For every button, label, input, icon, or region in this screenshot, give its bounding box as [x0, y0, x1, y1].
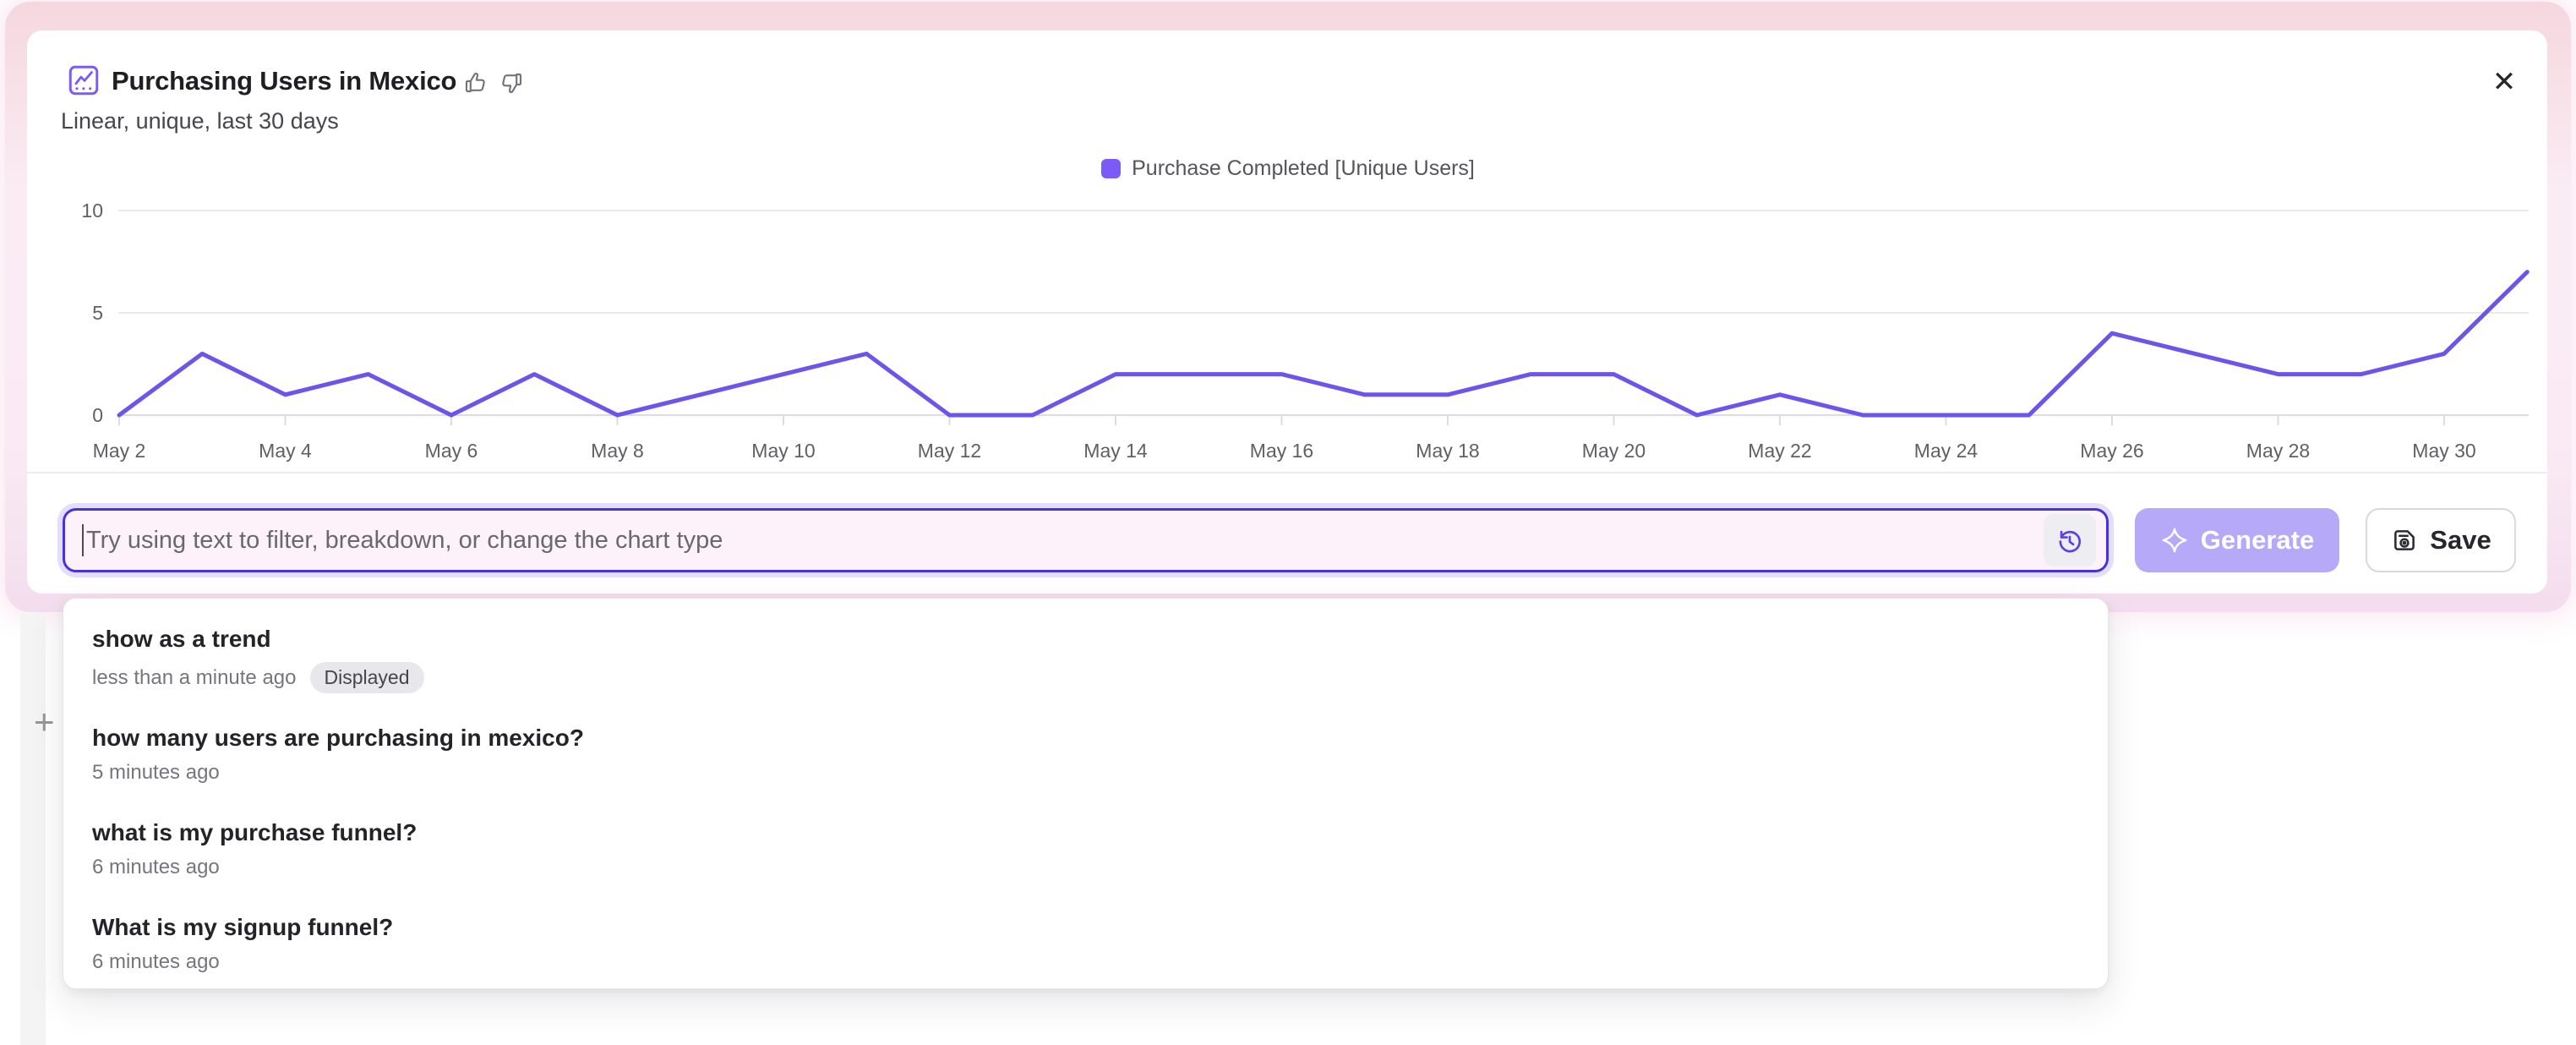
svg-text:May 28: May 28 — [2246, 440, 2310, 462]
background-plus-icon: + — [34, 702, 55, 741]
svg-text:May 16: May 16 — [1250, 440, 1313, 462]
history-item-query: show as a trend — [92, 626, 271, 652]
svg-text:10: 10 — [81, 200, 103, 222]
prompt-input[interactable]: Try using text to filter, breakdown, or … — [63, 508, 2109, 572]
svg-text:May 18: May 18 — [1416, 440, 1479, 462]
save-icon — [2390, 526, 2419, 555]
close-button[interactable]: ✕ — [2486, 64, 2522, 100]
history-item[interactable]: how many users are purchasing in mexico?… — [63, 707, 2108, 802]
legend-swatch — [1101, 159, 1122, 178]
history-item-meta: less than a minute ago Displayed — [92, 662, 2079, 693]
history-item-time: 5 minutes ago — [92, 760, 220, 784]
history-item-query: how many users are purchasing in mexico? — [92, 724, 584, 751]
svg-text:May 8: May 8 — [591, 440, 644, 462]
history-item[interactable]: What is my signup funnel? 6 minutes ago — [63, 896, 2108, 988]
card-divider — [27, 472, 2547, 473]
save-button[interactable]: Save — [2366, 508, 2516, 572]
history-item-meta: 6 minutes ago — [92, 856, 2079, 879]
history-item-meta: 6 minutes ago — [92, 950, 2079, 974]
insights-chart-icon — [66, 63, 101, 98]
legend-label: Purchase Completed [Unique Users] — [1132, 156, 1475, 180]
svg-text:May 14: May 14 — [1083, 440, 1148, 462]
line-chart: 0 5 10 May 2 May 4 May 6 May 8 May 10 May 12 May … — [81, 200, 2530, 462]
svg-text:May 12: May 12 — [918, 440, 981, 462]
svg-text:May 24: May 24 — [1914, 440, 1978, 462]
history-item-time: less than a minute ago — [92, 665, 297, 689]
history-button[interactable] — [2044, 514, 2096, 566]
svg-text:5: 5 — [92, 302, 103, 324]
text-cursor — [82, 524, 84, 556]
generate-button[interactable]: Generate — [2135, 508, 2339, 572]
generate-label: Generate — [2200, 525, 2315, 555]
svg-text:May 10: May 10 — [751, 440, 815, 462]
thumbs-up-button[interactable] — [461, 69, 488, 96]
svg-text:May 4: May 4 — [259, 440, 312, 462]
sparkle-icon — [2160, 526, 2189, 555]
history-item[interactable]: show as a trend less than a minute ago Dis… — [63, 612, 2108, 707]
card-subtitle: Linear, unique, last 30 days — [61, 108, 339, 134]
thumbs-down-button[interactable] — [499, 69, 526, 96]
history-item[interactable]: what is my purchase funnel? 6 minutes ago — [63, 802, 2108, 896]
history-item-query: What is my signup funnel? — [92, 913, 394, 940]
prompt-placeholder: Try using text to filter, breakdown, or … — [86, 526, 723, 554]
history-item-time: 6 minutes ago — [92, 949, 220, 973]
history-item-query: what is my purchase funnel? — [92, 818, 418, 845]
svg-text:0: 0 — [92, 404, 103, 426]
svg-text:May 2: May 2 — [93, 440, 146, 462]
history-item-status-badge: Displayed — [309, 662, 424, 693]
history-item-meta: 5 minutes ago — [92, 761, 2079, 785]
svg-text:May 22: May 22 — [1748, 440, 1811, 462]
svg-text:May 20: May 20 — [1582, 440, 1645, 462]
svg-text:May 6: May 6 — [425, 440, 478, 462]
save-label: Save — [2430, 525, 2491, 555]
card-title: Purchasing Users in Mexico — [112, 66, 457, 96]
background-panel-edge — [20, 612, 46, 1045]
svg-text:May 26: May 26 — [2080, 440, 2143, 462]
history-item-time: 6 minutes ago — [92, 855, 220, 878]
chart-legend: Purchase Completed [Unique Users] — [0, 156, 2576, 181]
history-dropdown: show as a trend less than a minute ago Dis… — [63, 598, 2109, 989]
svg-text:May 30: May 30 — [2412, 440, 2475, 462]
